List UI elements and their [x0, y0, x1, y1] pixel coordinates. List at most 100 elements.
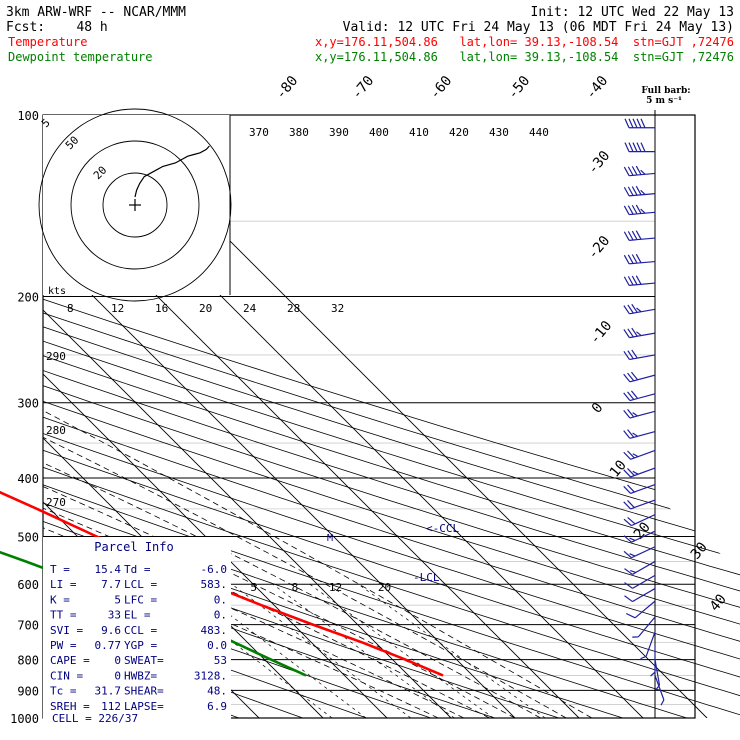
dewpoint-legend-label: Dewpoint temperature — [8, 50, 153, 64]
wind-barb — [623, 390, 656, 402]
mixing-ratio-line — [231, 583, 412, 718]
moist-adiabat — [43, 296, 567, 718]
parcel-value: 15.4 — [95, 563, 122, 576]
parcel-label: SREH = — [50, 700, 90, 713]
mixing-ratio-line — [358, 583, 546, 718]
moist-adiabat — [43, 296, 593, 718]
parcel-value: 31.7 — [95, 685, 122, 698]
pressure-tick-label: 1000 — [10, 712, 39, 726]
dry-adiabat — [43, 115, 740, 718]
wind-barb — [623, 467, 656, 478]
parcel-value: 53 — [214, 654, 227, 667]
dry-adiabat — [43, 115, 469, 718]
mixing-ratio-label: 20 — [378, 581, 391, 594]
parcel-label: LAPSE= — [124, 700, 164, 713]
init-time: Init: 12 UTC Wed 22 May 13 — [531, 5, 735, 20]
parcel-label: Td = — [124, 563, 151, 576]
parcel-label: EL = — [124, 609, 151, 622]
dry-adiabat — [43, 115, 729, 718]
dewpoint-legend-info: x,y=176.11,504.86 lat,lon= 39.13,-108.54… — [315, 50, 734, 64]
parcel-value: 0.0 — [207, 639, 227, 652]
dry-adiabat — [43, 115, 740, 718]
mixing-ratio-label: 5 — [250, 581, 257, 594]
isotherm — [43, 115, 452, 718]
parcel-label: PW = — [50, 639, 77, 652]
mixing-ratio-line — [157, 583, 333, 718]
parcel-value: 48. — [207, 685, 227, 698]
dry-adiabat — [43, 115, 740, 718]
hodograph-ring — [70, 140, 200, 270]
theta-top-label: 440 — [529, 126, 549, 139]
wind-barb — [624, 588, 656, 603]
parcel-info-panel: Parcel Info T = 15.4 Td = -6.0LI = 7.7 LCL = 5… — [43, 537, 231, 725]
parcel-value: 0. — [214, 593, 227, 606]
wind-barb — [623, 530, 656, 543]
parcel-value: 3128. — [194, 669, 227, 682]
parcel-value: 0 — [114, 669, 121, 682]
parcel-label: T = — [50, 563, 70, 576]
temperature-tick-label: 10 — [607, 457, 630, 480]
wind-barb — [623, 303, 656, 315]
temperature-tick-label: -80 — [273, 73, 302, 103]
hodograph-ring — [38, 108, 232, 302]
theta-top-label: 390 — [329, 126, 349, 139]
parcel-label: K = — [50, 593, 70, 606]
theta-top-label: 410 — [409, 126, 429, 139]
dry-adiabat — [43, 115, 740, 718]
parcel-value: -6.0 — [201, 563, 228, 576]
dry-adiabat — [43, 115, 740, 718]
wind-barb — [624, 574, 656, 589]
wind-barb — [623, 546, 656, 559]
parcel-label: Tc = — [50, 685, 77, 698]
mixing-ratio-line — [309, 583, 494, 718]
theta-low-label: 16 — [155, 302, 168, 315]
valid-time: Valid: 12 UTC Fri 24 May 13 (06 MDT Fri … — [343, 20, 734, 35]
parcel-label: CAPE = — [50, 654, 90, 667]
parcel-label: YGP = — [124, 639, 157, 652]
wind-barb — [623, 371, 656, 383]
parcel-value: 6.9 — [207, 700, 227, 713]
wind-barb — [623, 275, 656, 286]
m-marker: M — [327, 533, 333, 544]
wind-barb — [623, 230, 656, 241]
mixing-ratio-line — [272, 583, 455, 718]
temperature-tick-label: -30 — [585, 148, 614, 178]
isotherm — [43, 115, 388, 718]
pressure-tick-label: 300 — [17, 397, 39, 411]
theta-left-label: 270 — [46, 496, 66, 509]
wind-barb — [623, 483, 656, 494]
theta-low-label: 24 — [243, 302, 257, 315]
theta-left-label: 290 — [46, 350, 66, 363]
dry-adiabat — [43, 115, 740, 718]
wind-barb — [650, 646, 656, 677]
parcel-value: 0. — [214, 609, 227, 622]
wind-barb — [623, 349, 656, 361]
wind-barb — [623, 449, 656, 460]
hodograph-ring — [102, 172, 168, 238]
lcl-marker: -LCL — [413, 571, 440, 584]
wind-barb — [624, 142, 655, 153]
parcel-value: 483. — [201, 624, 228, 637]
parcel-label: SHEAR= — [124, 685, 164, 698]
theta-top-label: 380 — [289, 126, 309, 139]
theta-left-label: 280 — [46, 424, 66, 437]
wind-barb — [624, 560, 656, 575]
parcel-label: CCL = — [124, 624, 157, 637]
theta-low-label: 12 — [111, 302, 124, 315]
barb-legend-title: Full barb: — [641, 86, 690, 96]
temperature-tick-label: -20 — [585, 233, 614, 263]
axis-labels: 1002003004005006007008009001000235812203… — [10, 73, 730, 726]
wind-barb — [623, 204, 656, 216]
parcel-label: LCL = — [124, 578, 157, 591]
temperature-line — [0, 490, 444, 677]
parcel-value: 7.7 — [101, 578, 121, 591]
parcel-value: 0 — [114, 654, 121, 667]
temperature-tick-label: 40 — [707, 591, 730, 614]
pressure-tick-label: 200 — [17, 291, 39, 305]
theta-low-label: 8 — [67, 302, 74, 315]
parcel-label: SWEAT= — [124, 654, 164, 667]
dry-adiabat — [43, 115, 740, 718]
plot-frame — [42, 114, 696, 719]
wind-barb — [623, 429, 656, 439]
